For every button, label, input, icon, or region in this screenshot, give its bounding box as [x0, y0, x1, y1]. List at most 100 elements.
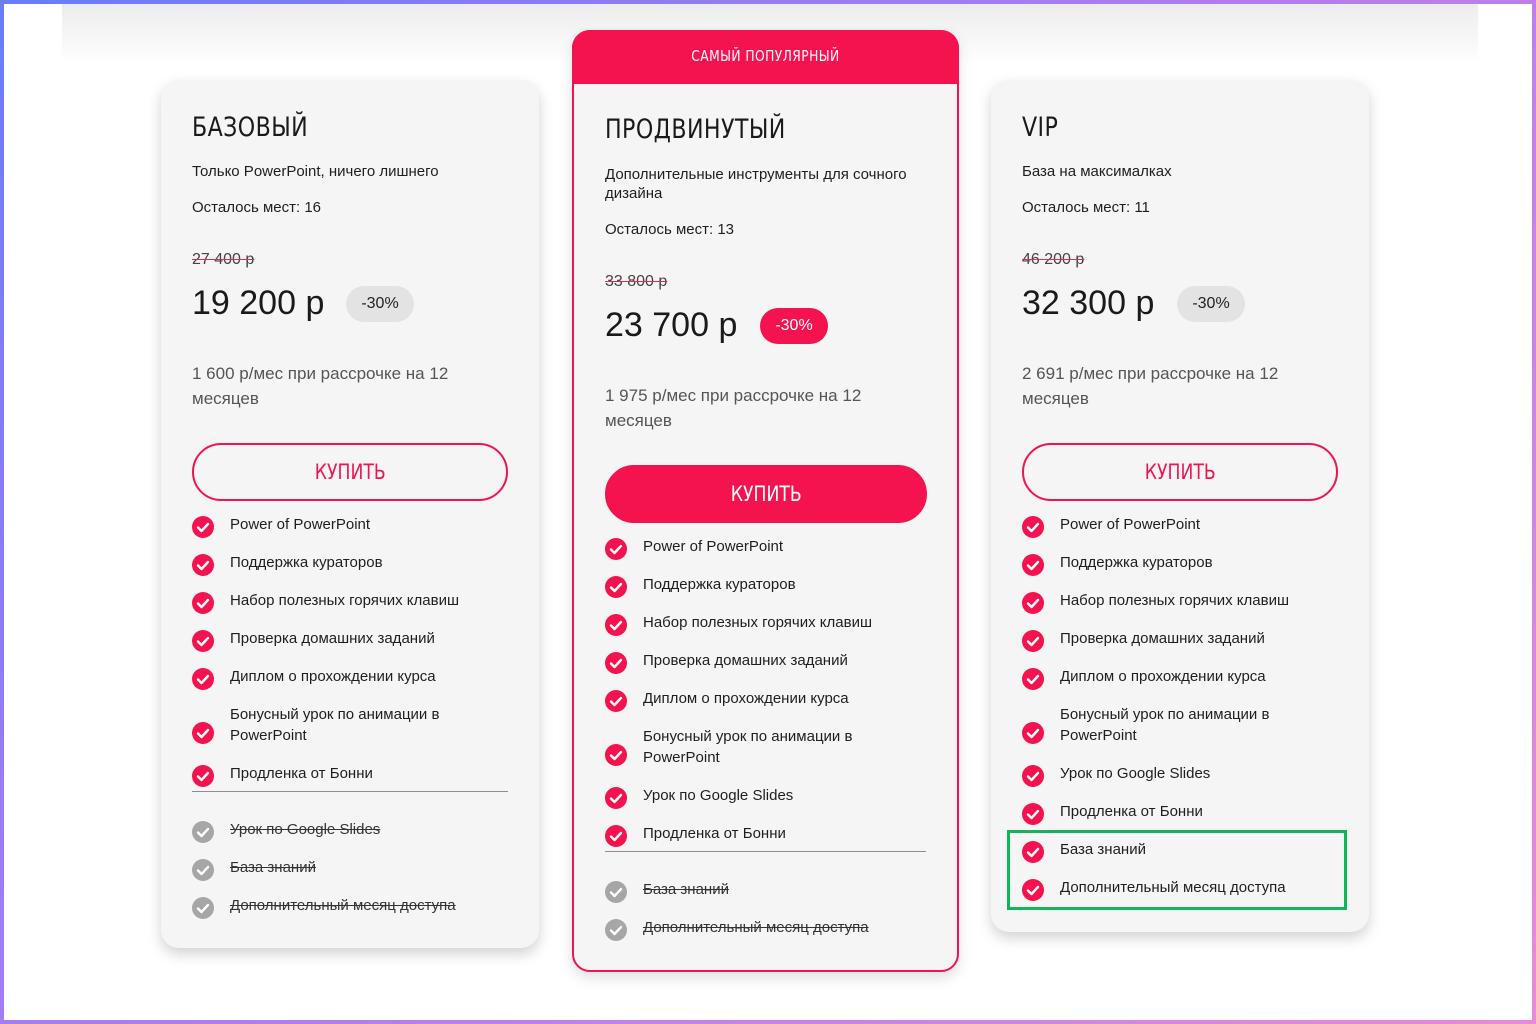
feature-item: Урок по Google Slides [192, 819, 522, 857]
feature-label: Диплом о прохождении курса [643, 690, 849, 707]
feature-label: Дополнительный месяц доступа [230, 897, 456, 914]
old-price: 33 800 р [605, 273, 668, 290]
feature-label: Набор полезных горячих клавиш [643, 614, 872, 631]
check-icon [1022, 879, 1044, 901]
check-icon [605, 538, 627, 560]
feature-item: База знаний [605, 879, 935, 917]
check-inactive-icon [192, 859, 214, 881]
feature-label: Урок по Google Slides [230, 821, 381, 838]
seats-remaining: Осталось мест: 11 [1022, 199, 1150, 216]
check-icon [1022, 841, 1044, 863]
feature-item: Проверка домашних заданий [192, 628, 522, 666]
feature-item: Урок по Google Slides [605, 785, 935, 823]
feature-label: Продленка от Бонни [230, 765, 373, 782]
feature-divider [605, 851, 926, 852]
feature-label: Проверка домашних заданий [643, 652, 848, 669]
feature-label: Проверка домашних заданий [230, 630, 435, 647]
feature-item: Power of PowerPoint [192, 514, 522, 552]
check-icon [1022, 765, 1044, 787]
check-inactive-icon [192, 821, 214, 843]
feature-label: Дополнительный месяц доступа [643, 919, 869, 936]
plan-title: ПРОДВИНУТЫЙ [605, 114, 786, 145]
seats-remaining: Осталось мест: 13 [605, 221, 735, 238]
feature-item: Проверка домашних заданий [605, 650, 935, 688]
feature-list: Power of PowerPoint Поддержка кураторов На… [605, 32, 935, 970]
feature-list: Power of PowerPoint Поддержка кураторов На… [192, 80, 522, 948]
feature-item: База знаний [192, 857, 522, 895]
feature-item: Power of PowerPoint [1022, 514, 1352, 552]
plan-title: БАЗОВЫЙ [192, 112, 309, 143]
feature-label: Дополнительный месяц доступа [1060, 879, 1286, 896]
feature-item: Диплом о прохождении курса [192, 666, 522, 704]
feature-item: Набор полезных горячих клавиш [605, 612, 935, 650]
check-icon [192, 554, 214, 576]
buy-button[interactable]: КУПИТЬ [605, 465, 927, 523]
plan-description: База на максималках [1022, 163, 1172, 180]
buy-button[interactable]: КУПИТЬ [1022, 443, 1338, 501]
feature-label: Power of PowerPoint [230, 516, 371, 533]
old-price: 46 200 р [1022, 251, 1085, 268]
feature-label: Набор полезных горячих клавиш [1060, 592, 1289, 609]
check-icon [1022, 630, 1044, 652]
feature-label: Бонусный урок по анимации в PowerPoint [643, 728, 853, 766]
feature-item: Урок по Google Slides [1022, 763, 1352, 801]
plan-description: Дополнительные инструменты для сочного д… [605, 166, 907, 202]
feature-label: Проверка домашних заданий [1060, 630, 1265, 647]
check-inactive-icon [605, 919, 627, 941]
feature-label: База знаний [230, 859, 316, 876]
check-icon [192, 668, 214, 690]
buy-button[interactable]: КУПИТЬ [192, 443, 508, 501]
feature-item: Продленка от Бонни [192, 763, 522, 801]
feature-list: Power of PowerPoint Поддержка кураторов На… [1022, 80, 1352, 932]
check-icon [192, 630, 214, 652]
feature-item: Поддержка кураторов [192, 552, 522, 590]
current-price: 23 700 р [605, 306, 738, 344]
check-icon [192, 592, 214, 614]
feature-item: Поддержка кураторов [605, 574, 935, 612]
feature-label: Продленка от Бонни [643, 825, 786, 842]
check-icon [605, 825, 627, 847]
highlight-box [1007, 830, 1347, 910]
check-icon [1022, 554, 1044, 576]
check-inactive-icon [192, 897, 214, 919]
check-icon [192, 722, 214, 744]
current-price: 32 300 р [1022, 284, 1155, 322]
buy-button-label: КУПИТЬ [730, 482, 802, 506]
discount-badge: -30% [1177, 286, 1245, 322]
check-icon [605, 690, 627, 712]
installment-text: 2 691 р/мес при рассрочке на 12 месяцев [1022, 364, 1279, 408]
feature-label: Набор полезных горячих клавиш [230, 592, 459, 609]
feature-divider [192, 791, 508, 792]
check-icon [605, 787, 627, 809]
feature-label: База знаний [1060, 841, 1146, 858]
feature-item: Power of PowerPoint [605, 536, 935, 574]
discount-badge: -30% [760, 308, 828, 344]
feature-label: Диплом о прохождении курса [230, 668, 436, 685]
feature-label: Поддержка кураторов [643, 576, 796, 593]
feature-label: Продленка от Бонни [1060, 803, 1203, 820]
check-icon [1022, 668, 1044, 690]
feature-item: Бонусный урок по анимации в PowerPoint [192, 704, 522, 763]
feature-label: Power of PowerPoint [643, 538, 784, 555]
discount-badge: -30% [346, 286, 414, 322]
buy-button-label: КУПИТЬ [1144, 460, 1216, 484]
installment-text: 1 975 р/мес при рассрочке на 12 месяцев [605, 386, 862, 430]
check-icon [1022, 592, 1044, 614]
feature-item: Поддержка кураторов [1022, 552, 1352, 590]
feature-label: Урок по Google Slides [1060, 765, 1211, 782]
check-inactive-icon [605, 881, 627, 903]
check-icon [1022, 803, 1044, 825]
feature-item: Дополнительный месяц доступа [1022, 877, 1352, 915]
feature-label: Бонусный урок по анимации в PowerPoint [230, 706, 440, 744]
feature-label: Бонусный урок по анимации в PowerPoint [1060, 706, 1270, 744]
check-icon [605, 744, 627, 766]
feature-label: Поддержка кураторов [230, 554, 383, 571]
plan-description: Только PowerPoint, ничего лишнего [192, 163, 439, 180]
plan-title: VIP [1022, 112, 1059, 143]
plan-card-vip: VIP База на максималках Осталось мест: 1… [991, 80, 1369, 932]
feature-label: Урок по Google Slides [643, 787, 794, 804]
feature-item: Бонусный урок по анимации в PowerPoint [1022, 704, 1352, 763]
check-icon [1022, 722, 1044, 744]
feature-item: Дополнительный месяц доступа [192, 895, 522, 933]
check-icon [605, 576, 627, 598]
